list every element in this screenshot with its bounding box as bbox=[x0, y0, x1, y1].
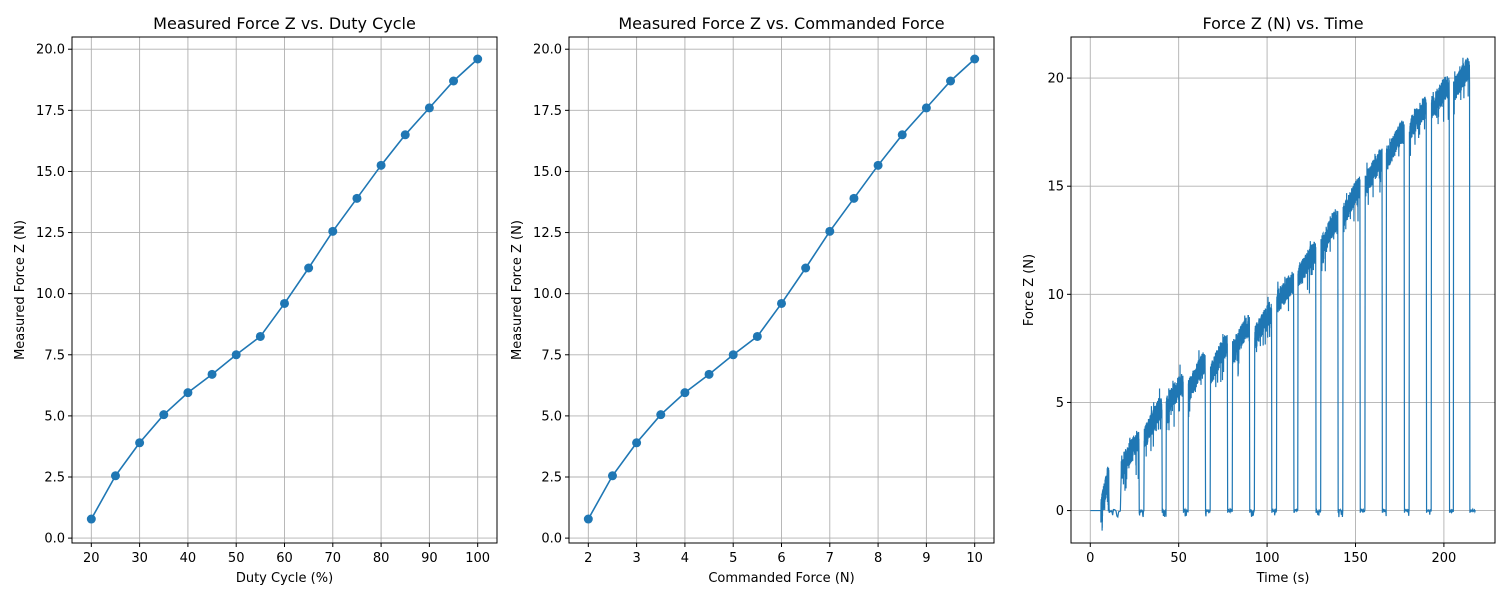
x-tick-label: 10 bbox=[966, 551, 983, 566]
y-tick-label: 2.5 bbox=[44, 471, 65, 486]
x-tick-label: 50 bbox=[228, 551, 245, 566]
chart-title: Measured Force Z vs. Duty Cycle bbox=[153, 14, 416, 33]
y-tick-label: 7.5 bbox=[541, 348, 562, 363]
y-tick-label: 17.5 bbox=[36, 104, 65, 119]
y-tick-label: 15.0 bbox=[533, 165, 562, 180]
y-tick-label: 5.0 bbox=[541, 409, 562, 424]
y-axis-label: Force Z (N) bbox=[1022, 254, 1037, 326]
x-tick-label: 0 bbox=[1086, 551, 1094, 566]
y-tick-label: 20.0 bbox=[36, 43, 65, 58]
data-point bbox=[970, 54, 980, 64]
data-point bbox=[704, 369, 714, 379]
y-tick-label: 17.5 bbox=[533, 104, 562, 119]
x-tick-label: 8 bbox=[874, 551, 882, 566]
y-axis-label: Measured Force Z (N) bbox=[13, 220, 28, 360]
x-tick-label: 100 bbox=[1255, 551, 1280, 566]
y-tick-label: 0 bbox=[1056, 504, 1064, 519]
y-tick-label: 0.0 bbox=[541, 532, 562, 547]
y-tick-label: 7.5 bbox=[44, 348, 65, 363]
x-tick-label: 40 bbox=[180, 551, 197, 566]
x-tick-label: 7 bbox=[826, 551, 834, 566]
x-tick-label: 150 bbox=[1343, 551, 1368, 566]
y-tick-label: 0.0 bbox=[44, 532, 65, 547]
chart-title: Force Z (N) vs. Time bbox=[1202, 14, 1363, 33]
chart-title: Measured Force Z vs. Commanded Force bbox=[618, 14, 944, 33]
x-tick-label: 3 bbox=[632, 551, 640, 566]
data-point bbox=[231, 350, 241, 360]
data-point bbox=[352, 193, 362, 203]
data-point bbox=[777, 298, 786, 308]
chart-3: 0 50 100 150 200 0 5 10 15 20 Force Z (N) vs. Tim… bbox=[1022, 14, 1496, 586]
chart-1: 20 30 40 50 60 70 80 90 100 0.0 2.5 5.0 7.5 10.0 12.5 1… bbox=[13, 14, 498, 586]
x-tick-label: 20 bbox=[83, 551, 100, 566]
x-axis-label: Time (s) bbox=[1256, 571, 1310, 586]
data-point bbox=[110, 471, 120, 481]
y-tick-label: 20 bbox=[1047, 72, 1064, 87]
x-tick-label: 80 bbox=[373, 551, 390, 566]
data-point bbox=[632, 438, 642, 448]
data-point bbox=[583, 514, 593, 524]
y-axis-label: Measured Force Z (N) bbox=[510, 220, 525, 360]
y-tick-label: 12.5 bbox=[36, 226, 65, 241]
y-tick-label: 5 bbox=[1056, 396, 1064, 411]
x-tick-label: 4 bbox=[681, 551, 689, 566]
data-point bbox=[921, 103, 931, 113]
data-point bbox=[825, 226, 835, 236]
x-axis-label: Commanded Force (N) bbox=[708, 571, 854, 586]
data-point bbox=[801, 263, 811, 273]
data-point bbox=[656, 410, 666, 420]
data-point bbox=[607, 471, 617, 481]
y-tick-label: 5.0 bbox=[44, 409, 65, 424]
data-point bbox=[473, 54, 483, 64]
chart-2: 2 3 4 5 6 7 8 9 10 0.0 2.5 5.0 7.5 10.0 12.5 15.0 17.5 20… bbox=[510, 14, 995, 586]
x-tick-label: 100 bbox=[465, 551, 490, 566]
y-tick-label: 10.0 bbox=[36, 287, 65, 302]
data-point bbox=[207, 369, 217, 379]
data-point bbox=[135, 438, 145, 448]
data-point bbox=[159, 410, 169, 420]
data-point bbox=[849, 193, 859, 203]
data-point bbox=[86, 514, 96, 524]
data-point bbox=[424, 103, 434, 113]
data-point bbox=[449, 76, 459, 86]
data-point bbox=[376, 160, 386, 170]
y-tick-label: 15 bbox=[1047, 180, 1064, 195]
x-tick-label: 60 bbox=[276, 551, 293, 566]
x-tick-label: 30 bbox=[131, 551, 148, 566]
y-tick-label: 12.5 bbox=[533, 226, 562, 241]
x-axis-label: Duty Cycle (%) bbox=[236, 571, 333, 586]
y-tick-label: 20.0 bbox=[533, 43, 562, 58]
x-tick-label: 50 bbox=[1170, 551, 1187, 566]
x-tick-label: 70 bbox=[325, 551, 342, 566]
y-tick-label: 10 bbox=[1047, 288, 1064, 303]
y-tick-label: 10.0 bbox=[533, 287, 562, 302]
y-tick-label: 15.0 bbox=[36, 165, 65, 180]
x-tick-label: 90 bbox=[421, 551, 438, 566]
x-tick-label: 6 bbox=[777, 551, 785, 566]
x-tick-label: 2 bbox=[584, 551, 592, 566]
x-tick-label: 9 bbox=[922, 551, 930, 566]
data-point bbox=[680, 388, 690, 398]
data-point bbox=[328, 226, 338, 236]
data-point bbox=[752, 331, 762, 341]
data-point bbox=[946, 76, 956, 86]
data-point bbox=[183, 388, 193, 398]
x-tick-label: 200 bbox=[1431, 551, 1456, 566]
data-point bbox=[255, 331, 265, 341]
axes-frame bbox=[1070, 36, 1496, 544]
data-point bbox=[897, 130, 907, 140]
data-point bbox=[728, 350, 738, 360]
data-point bbox=[280, 298, 289, 308]
data-point bbox=[400, 130, 410, 140]
y-tick-label: 2.5 bbox=[541, 471, 562, 486]
data-point bbox=[873, 160, 883, 170]
series-line bbox=[1090, 57, 1476, 531]
data-point bbox=[304, 263, 314, 273]
x-tick-label: 5 bbox=[729, 551, 737, 566]
